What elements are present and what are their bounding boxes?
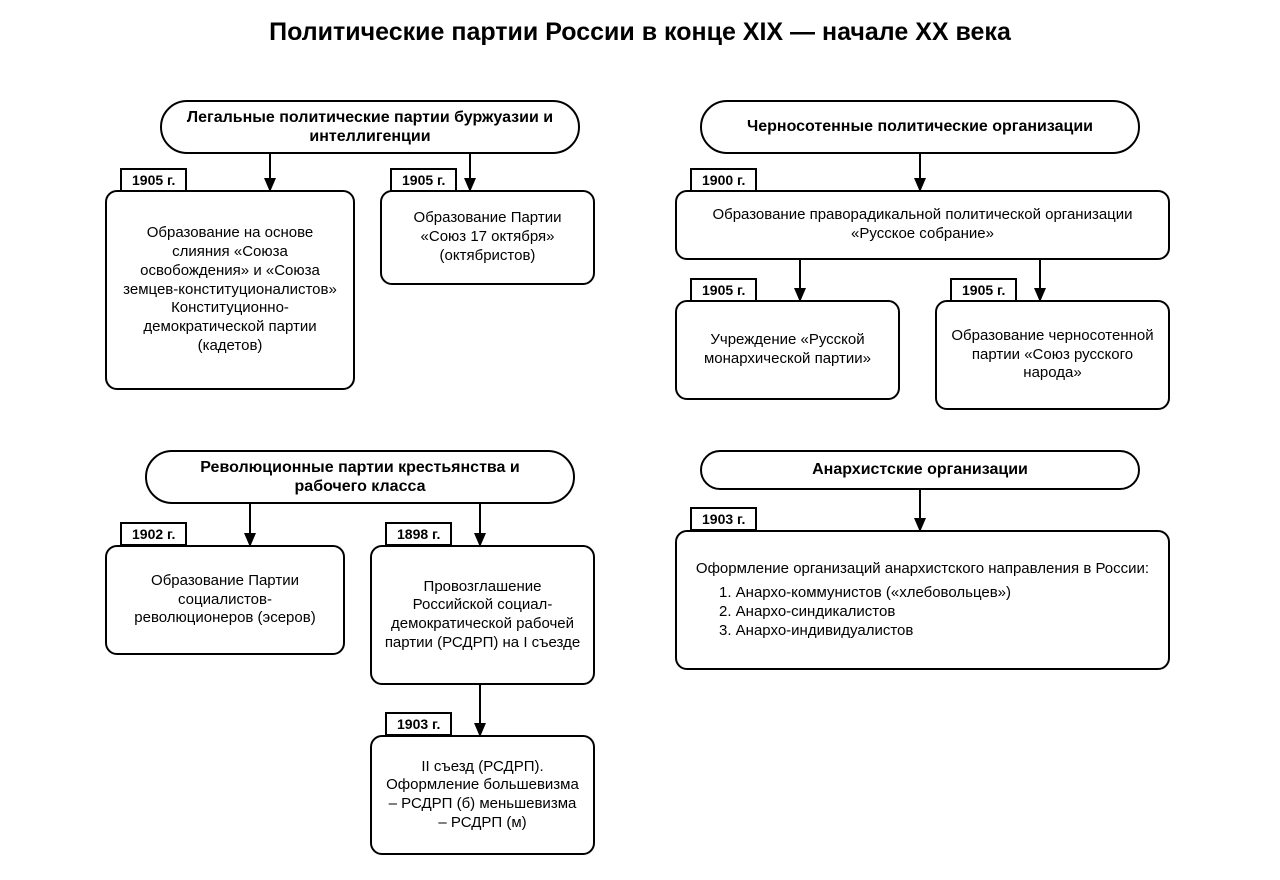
node-box: Провозглашение Российской социал-демокра… bbox=[370, 545, 595, 685]
node-text: Оформление организаций анархистского нап… bbox=[689, 560, 1156, 641]
year-label: 1898 г. bbox=[385, 522, 452, 546]
node-box: Образование Партии социалистов-революцио… bbox=[105, 545, 345, 655]
year-label: 1905 г. bbox=[120, 168, 187, 192]
node-box: Учреждение «Русской монархической партии… bbox=[675, 300, 900, 400]
node-box: Образование праворадикальной политическо… bbox=[675, 190, 1170, 260]
page-title: Политические партии России в конце XIX —… bbox=[0, 18, 1280, 47]
year-label: 1905 г. bbox=[390, 168, 457, 192]
node-box: Образование черносотенной партии «Союз р… bbox=[935, 300, 1170, 410]
group-header-anarchist: Анархистские организации bbox=[700, 450, 1140, 490]
node-box: Оформление организаций анархистского нап… bbox=[675, 530, 1170, 670]
group-header-black-hundred: Черносотенные политические организации bbox=[700, 100, 1140, 154]
year-label: 1905 г. bbox=[950, 278, 1017, 302]
node-box: II съезд (РСДРП). Оформление большевизма… bbox=[370, 735, 595, 855]
node-box: Образование Партии «Союз 17 октября» (ок… bbox=[380, 190, 595, 285]
year-label: 1903 г. bbox=[690, 507, 757, 531]
year-label: 1902 г. bbox=[120, 522, 187, 546]
year-label: 1903 г. bbox=[385, 712, 452, 736]
year-label: 1905 г. bbox=[690, 278, 757, 302]
group-header-revolutionary: Революционные партии крестьянства и рабо… bbox=[145, 450, 575, 504]
group-header-legal: Легальные политические партии буржуазии … bbox=[160, 100, 580, 154]
year-label: 1900 г. bbox=[690, 168, 757, 192]
node-box: Образование на основе слияния «Союза осв… bbox=[105, 190, 355, 390]
